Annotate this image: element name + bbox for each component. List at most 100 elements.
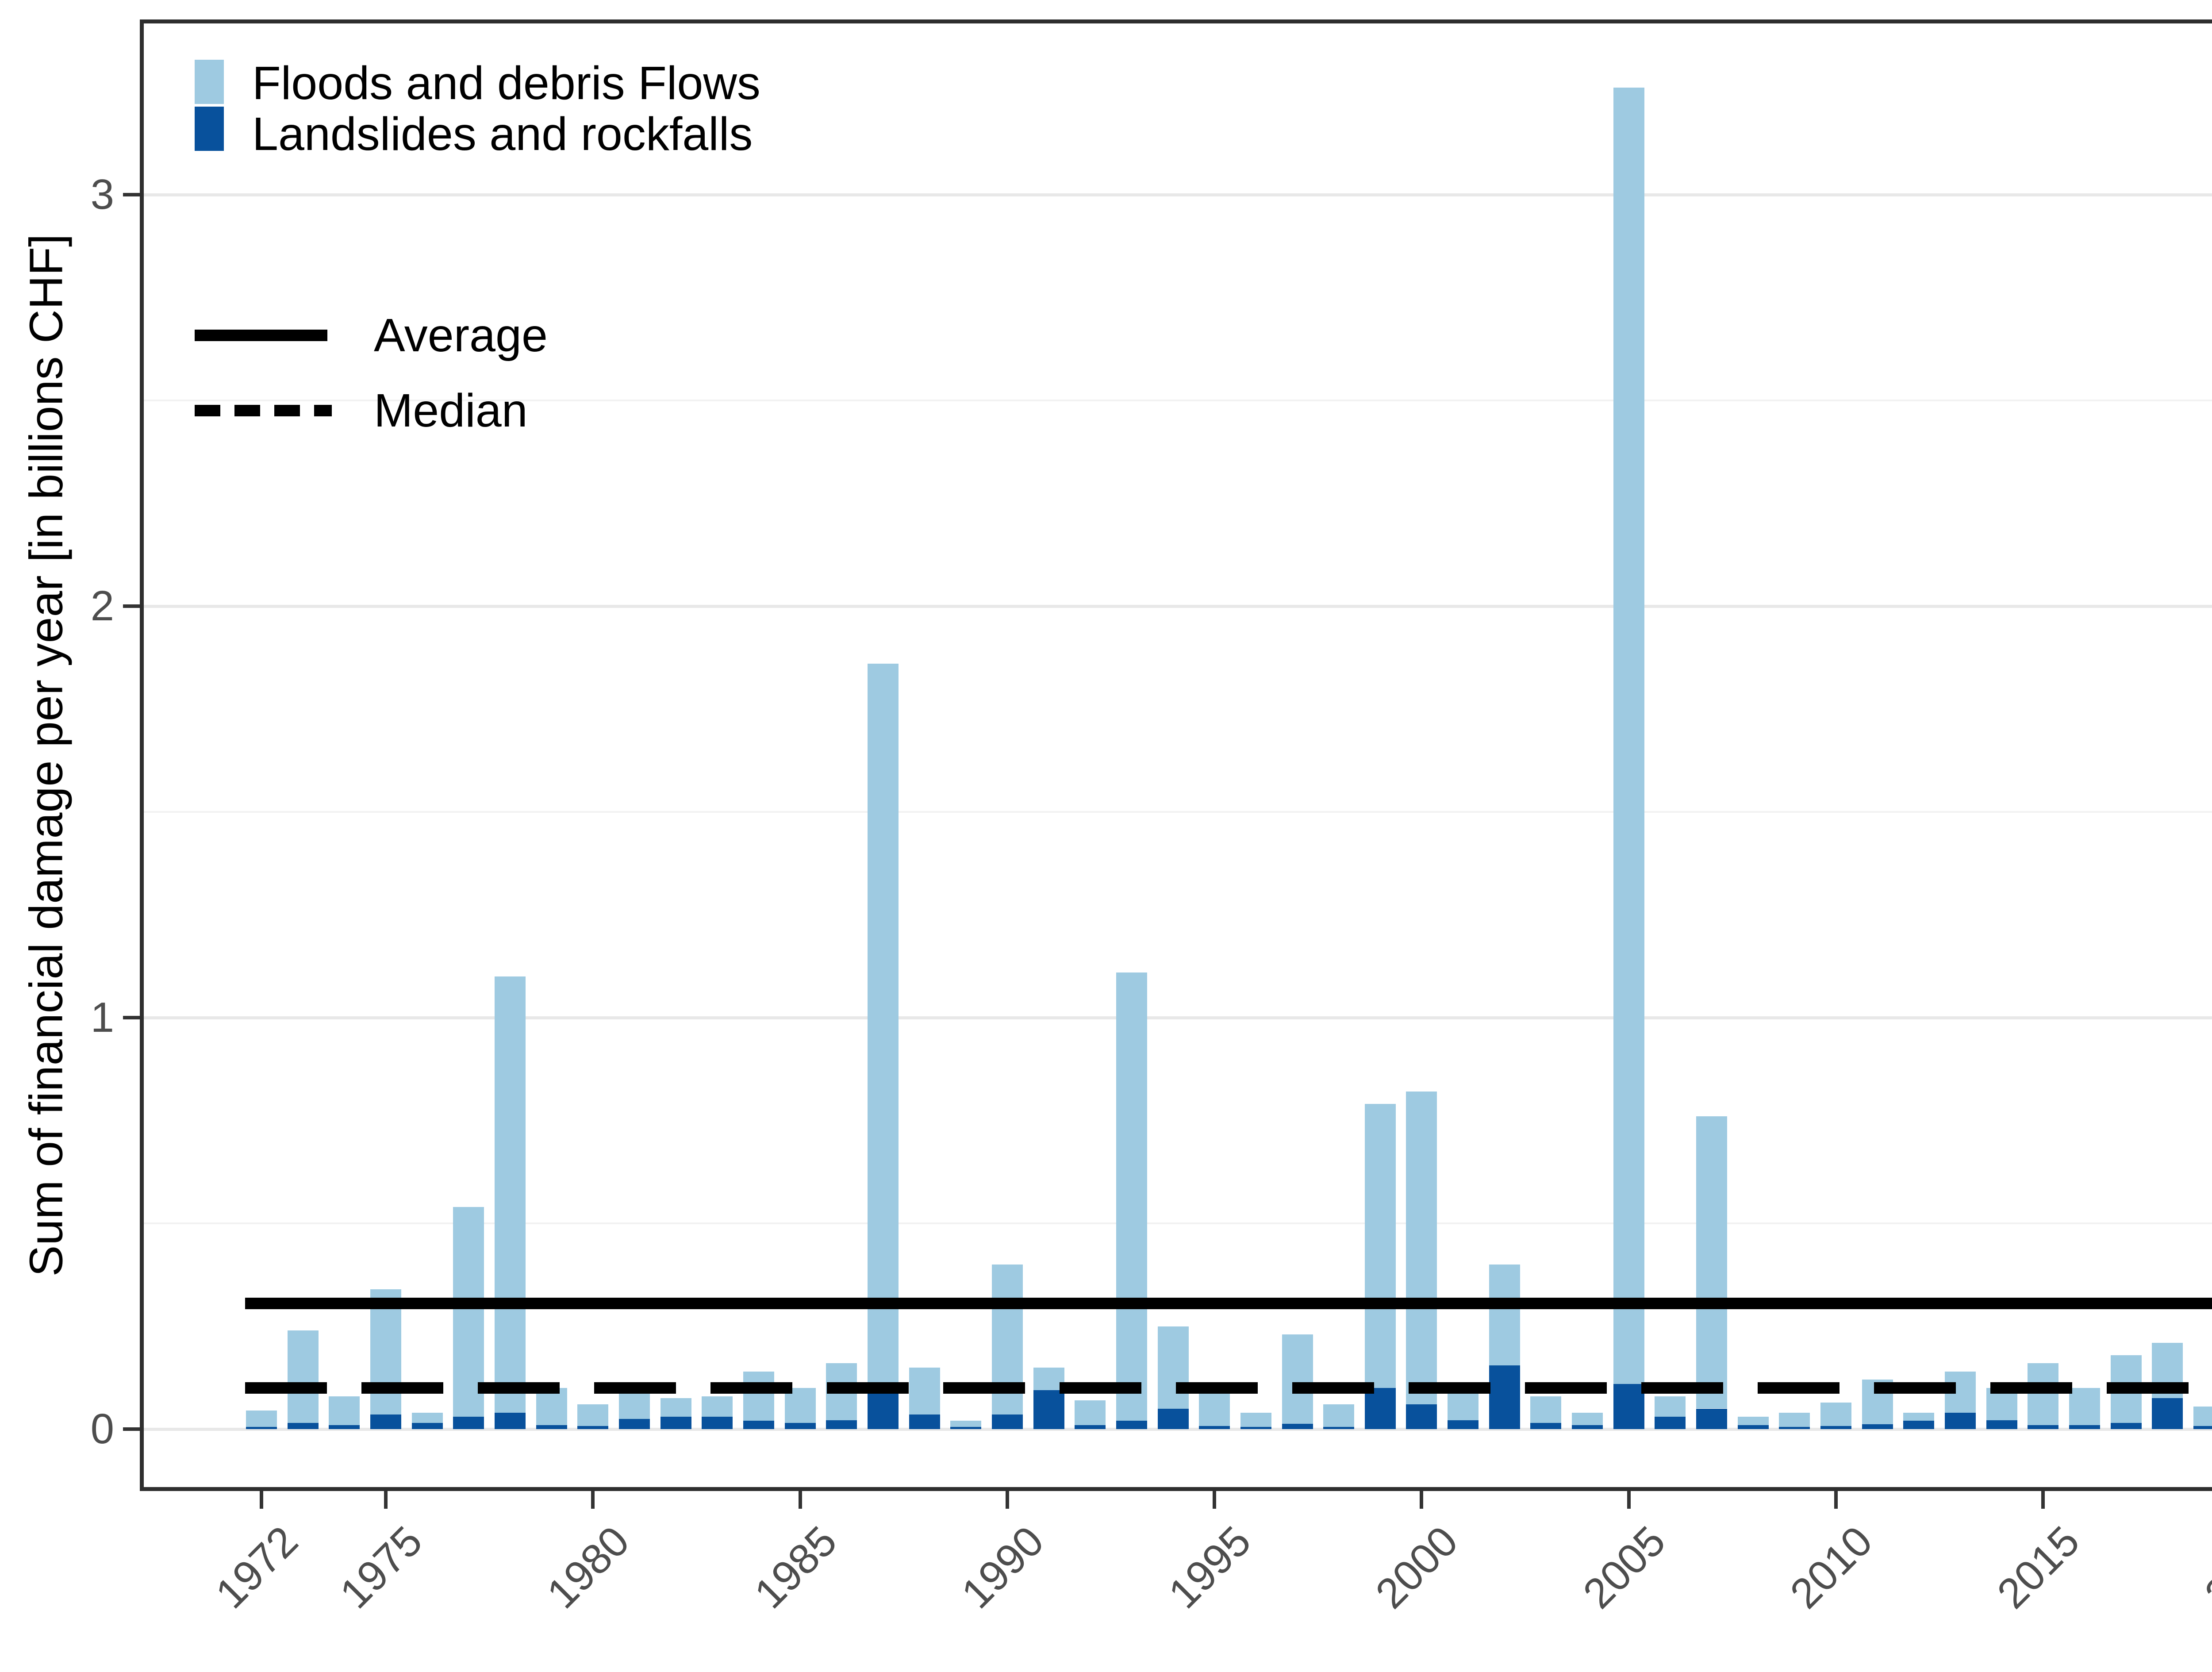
bar-landslides-1994 (1157, 1408, 1189, 1429)
bar-landslides-2016 (2069, 1425, 2101, 1429)
legend-label-average: Average (374, 309, 548, 361)
bar-floods-1972 (246, 1411, 277, 1427)
gridline-major (140, 1016, 2212, 1019)
bar-landslides-1976 (411, 1423, 443, 1429)
bar-floods-1974 (329, 1396, 360, 1425)
plot-panel (140, 19, 2212, 1491)
bar-floods-2003 (1530, 1396, 1562, 1423)
x-tick-2005 (1627, 1491, 1631, 1509)
x-tick-1985 (798, 1491, 802, 1509)
y-tick-label-2: 2 (90, 582, 114, 630)
x-tick-2000 (1420, 1491, 1424, 1509)
y-tick-label-1: 1 (90, 994, 114, 1041)
bar-floods-1995 (1199, 1392, 1230, 1426)
bar-floods-1994 (1157, 1326, 1189, 1409)
y-tick-0 (123, 1427, 140, 1431)
bar-landslides-2002 (1489, 1365, 1520, 1429)
x-tick-1990 (1005, 1491, 1009, 1509)
bar-landslides-1995 (1199, 1426, 1230, 1429)
bar-landslides-1977 (453, 1417, 484, 1429)
bar-floods-2010 (1820, 1402, 1852, 1426)
bar-floods-1982 (660, 1398, 691, 1417)
legend-median-line-sample (195, 405, 332, 416)
y-axis-title: Sum of financial damage per year [in bil… (20, 234, 73, 1277)
x-tick-label-1980: 1980 (538, 1517, 639, 1618)
bar-landslides-2009 (1779, 1427, 1810, 1429)
bar-floods-1993 (1116, 972, 1147, 1421)
bar-landslides-1992 (1075, 1425, 1106, 1429)
bar-landslides-1978 (494, 1412, 526, 1429)
bar-landslides-2003 (1530, 1423, 1562, 1429)
bar-landslides-2008 (1737, 1425, 1769, 1429)
bar-landslides-2015 (2028, 1425, 2059, 1429)
bar-floods-1973 (287, 1330, 319, 1423)
bar-floods-1997 (1282, 1334, 1313, 1424)
x-tick-label-2000: 2000 (1367, 1517, 1467, 1618)
x-tick-1980 (591, 1491, 595, 1509)
legend-average-line-sample (195, 330, 327, 341)
bar-landslides-1990 (991, 1414, 1023, 1429)
legend-label-landslides: Landslides and rockfalls (252, 108, 753, 160)
bar-landslides-1979 (536, 1425, 567, 1429)
bar-landslides-1975 (370, 1414, 401, 1429)
bar-floods-1985 (784, 1388, 816, 1423)
bar-floods-2015 (2028, 1363, 2059, 1425)
bar-floods-2008 (1737, 1417, 1769, 1425)
bar-landslides-2010 (1820, 1426, 1852, 1429)
bar-floods-2004 (1572, 1412, 1603, 1425)
legend-label-floods: Floods and debris Flows (252, 57, 760, 109)
bar-landslides-1974 (329, 1425, 360, 1429)
median-line (245, 1382, 2212, 1394)
bar-floods-2016 (2069, 1388, 2101, 1425)
bar-landslides-1993 (1116, 1421, 1147, 1429)
bar-landslides-1980 (577, 1426, 609, 1429)
bar-landslides-2001 (1448, 1420, 1479, 1429)
bar-floods-1977 (453, 1207, 484, 1417)
y-tick-2 (123, 604, 140, 608)
bar-landslides-2004 (1572, 1425, 1603, 1429)
bar-landslides-1989 (950, 1427, 982, 1429)
legend: Floods and debris Flows Landslides and r… (195, 53, 1256, 451)
x-tick-label-1995: 1995 (1160, 1517, 1260, 1618)
bar-floods-2007 (1696, 1116, 1728, 1409)
bar-floods-1975 (370, 1289, 401, 1415)
bar-landslides-1982 (660, 1417, 691, 1429)
bar-floods-1976 (411, 1412, 443, 1423)
bar-landslides-2013 (1945, 1412, 1976, 1429)
bar-landslides-1984 (743, 1421, 774, 1429)
gridline-major (140, 193, 2212, 196)
y-tick-1 (123, 1016, 140, 1019)
legend-key-floods-swatch (195, 60, 224, 104)
bar-floods-1984 (743, 1371, 774, 1421)
bar-floods-2012 (1903, 1412, 1935, 1421)
bar-landslides-1998 (1323, 1427, 1355, 1429)
bar-landslides-2012 (1903, 1421, 1935, 1429)
x-tick-1975 (384, 1491, 388, 1509)
bar-floods-2001 (1448, 1392, 1479, 1420)
x-tick-label-1985: 1985 (745, 1517, 846, 1618)
bar-floods-2019 (2193, 1406, 2212, 1426)
bar-floods-1999 (1364, 1104, 1396, 1388)
x-tick-label-2010: 2010 (1781, 1517, 1882, 1618)
bar-landslides-1986 (826, 1420, 857, 1429)
bar-landslides-1997 (1282, 1423, 1313, 1429)
y-tick-label-3: 3 (90, 171, 114, 218)
gridline-minor (140, 400, 2212, 401)
bar-landslides-2000 (1406, 1404, 1437, 1429)
bar-landslides-2018 (2152, 1398, 2183, 1429)
bar-floods-1996 (1240, 1412, 1271, 1427)
gridline-minor (140, 1222, 2212, 1224)
bar-landslides-1981 (618, 1418, 650, 1429)
x-tick-1995 (1213, 1491, 1217, 1509)
bar-landslides-2006 (1655, 1417, 1686, 1429)
x-tick-2015 (2041, 1491, 2045, 1509)
bar-landslides-1987 (867, 1392, 899, 1429)
bar-landslides-1991 (1033, 1390, 1064, 1429)
x-tick-label-2015: 2015 (1988, 1517, 2089, 1618)
bar-landslides-1972 (246, 1427, 277, 1429)
bar-landslides-1996 (1240, 1427, 1271, 1429)
x-tick-2010 (1834, 1491, 1838, 1509)
bar-floods-1987 (867, 664, 899, 1392)
average-line (245, 1298, 2212, 1310)
x-tick-label-2005: 2005 (1574, 1517, 1674, 1618)
